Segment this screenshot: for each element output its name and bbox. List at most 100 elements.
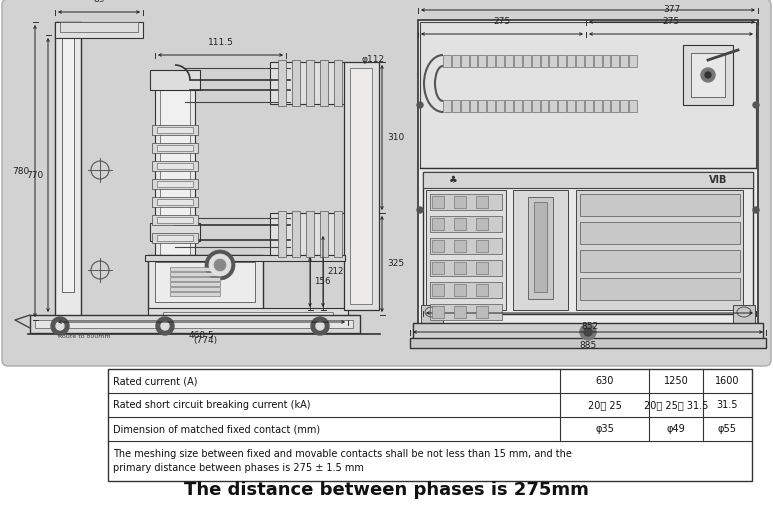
Bar — [611, 55, 619, 67]
Bar — [540, 100, 548, 112]
Bar — [452, 100, 460, 112]
Bar — [30, 315, 360, 333]
Bar — [443, 55, 451, 67]
Bar — [469, 55, 478, 67]
Bar — [580, 222, 740, 244]
Bar — [452, 55, 460, 67]
Bar — [418, 20, 758, 338]
Circle shape — [214, 259, 226, 271]
Bar — [430, 304, 502, 320]
Bar — [432, 240, 444, 252]
Text: Rated current (A): Rated current (A) — [113, 376, 197, 386]
Bar — [534, 202, 547, 292]
Bar — [55, 22, 81, 320]
Circle shape — [753, 102, 759, 108]
Bar — [620, 100, 628, 112]
Bar — [306, 211, 314, 257]
Bar — [461, 55, 468, 67]
Bar — [580, 194, 740, 216]
Bar — [320, 60, 328, 106]
Bar — [413, 323, 763, 341]
Bar — [157, 163, 193, 169]
Bar — [152, 179, 198, 189]
Bar — [420, 22, 756, 168]
Bar — [629, 55, 637, 67]
Circle shape — [209, 254, 231, 276]
Bar — [602, 55, 611, 67]
Bar — [454, 240, 466, 252]
Bar — [292, 60, 300, 106]
Bar — [585, 100, 593, 112]
Text: 156: 156 — [314, 278, 331, 286]
Bar — [170, 292, 220, 296]
Bar — [594, 100, 601, 112]
Circle shape — [161, 322, 169, 330]
Text: 1600: 1600 — [715, 376, 740, 386]
Bar — [155, 85, 195, 285]
Bar — [432, 262, 444, 274]
Bar — [157, 181, 193, 187]
Circle shape — [311, 317, 329, 335]
Bar — [152, 197, 198, 207]
Bar — [155, 262, 255, 302]
Circle shape — [316, 322, 324, 330]
Text: ♣: ♣ — [448, 175, 458, 185]
Bar — [334, 60, 342, 106]
Bar — [334, 211, 342, 257]
Text: φ112: φ112 — [362, 56, 385, 64]
Bar — [292, 211, 300, 257]
Text: The distance between phases is 275mm: The distance between phases is 275mm — [183, 481, 588, 499]
Bar — [432, 218, 444, 230]
Bar — [430, 260, 502, 276]
Bar — [152, 215, 198, 225]
Bar — [344, 62, 379, 310]
Bar — [513, 190, 568, 310]
Bar — [532, 55, 540, 67]
Text: 1250: 1250 — [664, 376, 689, 386]
Circle shape — [417, 207, 423, 213]
Text: 885: 885 — [580, 341, 597, 350]
Bar — [550, 100, 557, 112]
Bar — [55, 22, 143, 38]
Bar — [567, 100, 575, 112]
Text: 31.5: 31.5 — [717, 400, 738, 410]
Circle shape — [701, 68, 715, 82]
Bar — [170, 272, 220, 276]
Bar — [170, 267, 220, 271]
Bar — [170, 287, 220, 291]
Bar — [733, 305, 755, 325]
Bar — [567, 55, 575, 67]
Bar — [550, 55, 557, 67]
Bar — [505, 55, 513, 67]
Text: 20、 25: 20、 25 — [587, 400, 621, 410]
Text: 310: 310 — [387, 133, 404, 142]
Bar — [478, 55, 486, 67]
Bar — [170, 277, 220, 281]
Text: φ49: φ49 — [666, 424, 686, 434]
Bar — [454, 262, 466, 274]
Circle shape — [56, 322, 64, 330]
Bar — [576, 100, 584, 112]
Bar — [505, 100, 513, 112]
Bar — [60, 22, 138, 32]
Bar — [496, 100, 504, 112]
Bar — [611, 100, 619, 112]
Circle shape — [705, 72, 711, 78]
Bar — [423, 172, 753, 188]
Bar — [580, 250, 740, 272]
Bar — [454, 306, 466, 318]
Bar — [528, 197, 553, 299]
Bar — [620, 55, 628, 67]
Bar — [152, 125, 198, 135]
Bar — [432, 306, 444, 318]
Bar — [157, 127, 193, 133]
Bar — [426, 190, 506, 310]
Bar — [430, 282, 502, 298]
Text: φ55: φ55 — [718, 424, 737, 434]
Text: (774): (774) — [193, 336, 217, 344]
Bar — [476, 262, 488, 274]
Bar — [540, 55, 548, 67]
Bar — [558, 55, 566, 67]
Bar — [629, 100, 637, 112]
Text: The meshing size between fixed and movable contacts shall be not less than 15 mm: The meshing size between fixed and movab… — [113, 449, 572, 459]
